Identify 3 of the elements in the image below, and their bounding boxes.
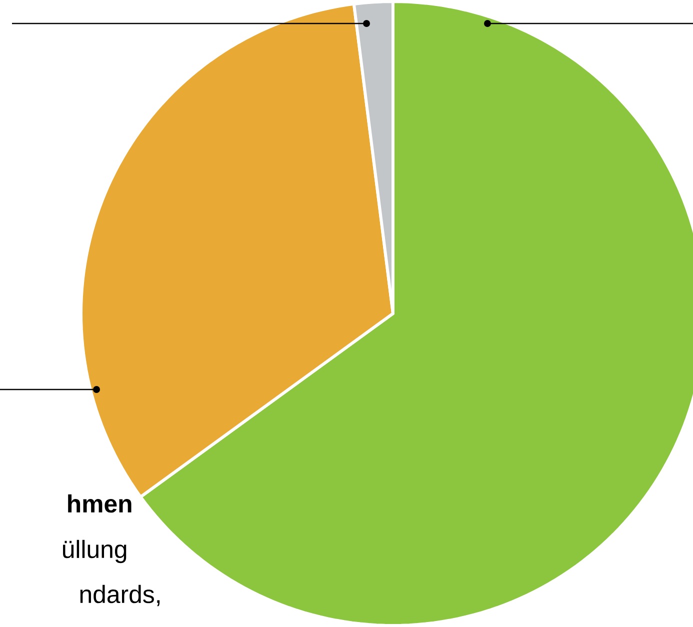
text: üllung (63, 540, 126, 564)
text: hmen (68, 494, 132, 513)
text: ndards, (80, 584, 160, 606)
